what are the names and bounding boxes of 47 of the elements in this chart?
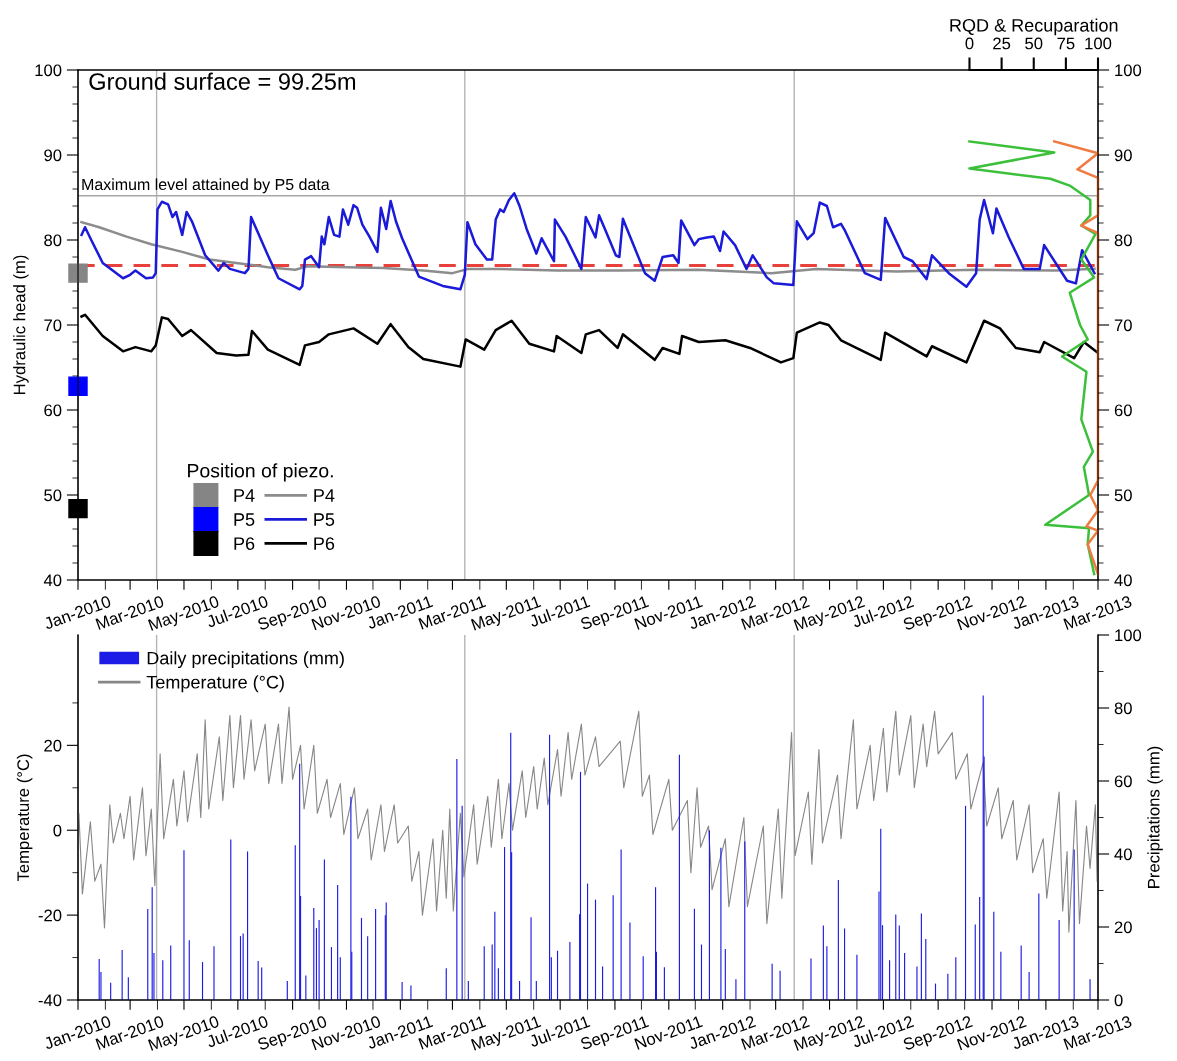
- legend-label: P6: [314, 537, 335, 550]
- y2-tick-label: 70: [1114, 319, 1132, 332]
- y-tick-label: 100: [35, 64, 62, 77]
- legend-label: P5: [234, 513, 255, 526]
- legend-label: P4: [314, 489, 335, 502]
- y-axis-title: Hydraulic head (m): [13, 255, 29, 395]
- line-series: [80, 220, 1096, 275]
- y2-tick-label: 80: [1114, 234, 1132, 247]
- legend-label: P6: [234, 537, 255, 550]
- y-tick-label: 70: [44, 319, 62, 332]
- y2-tick-label: 60: [1114, 404, 1132, 417]
- y-tick-label: 80: [44, 234, 62, 247]
- y2-tick-label: 20: [1114, 921, 1132, 934]
- y-tick-label: 50: [44, 489, 62, 502]
- y-tick-label: 60: [44, 404, 62, 417]
- y-tick-label: -20: [38, 909, 62, 922]
- line-series: [80, 192, 1096, 291]
- line-series: [78, 706, 1098, 933]
- legend-title: Position of piezo.: [188, 463, 333, 482]
- y2-tick-label: 0: [1114, 994, 1123, 1007]
- x2-tick-label: 100: [1085, 37, 1112, 50]
- y2-axis-title: Precipitations (mm): [1147, 746, 1163, 888]
- y2-tick-label: 40: [1114, 574, 1132, 587]
- legend-label: Daily precipitations (mm): [147, 651, 344, 669]
- x2-tick-label: 50: [1025, 37, 1043, 50]
- x2-tick-label: 75: [1057, 37, 1075, 50]
- annotation: Ground surface = 99.25m: [89, 72, 356, 90]
- y2-tick-label: 100: [1115, 64, 1142, 77]
- y2-tick-label: 100: [1115, 629, 1142, 642]
- legend-label: P4: [234, 489, 255, 502]
- legend-label: Temperature (°C): [146, 675, 284, 693]
- y-tick-label: 90: [44, 149, 62, 162]
- x2-tick-label: 0: [965, 37, 974, 50]
- y-axis-title: Temperature (°C): [16, 754, 33, 882]
- y-tick-label: 20: [44, 739, 62, 752]
- y-tick-label: 40: [43, 574, 62, 587]
- y-tick-label: 0: [53, 824, 62, 837]
- x2-axis-title: RQD & Recuparation: [950, 18, 1118, 36]
- ref-line-label: Maximum level attained by P5 data: [82, 178, 330, 194]
- y2-tick-label: 50: [1114, 489, 1132, 502]
- x2-tick-label: 25: [993, 37, 1011, 50]
- y2-tick-label: 60: [1114, 775, 1132, 788]
- y2-tick-label: 40: [1114, 848, 1132, 861]
- legend-label: P5: [314, 513, 335, 526]
- y2-tick-label: 80: [1114, 702, 1132, 715]
- y-tick-label: -40: [38, 994, 62, 1007]
- y2-tick-label: 90: [1114, 149, 1132, 162]
